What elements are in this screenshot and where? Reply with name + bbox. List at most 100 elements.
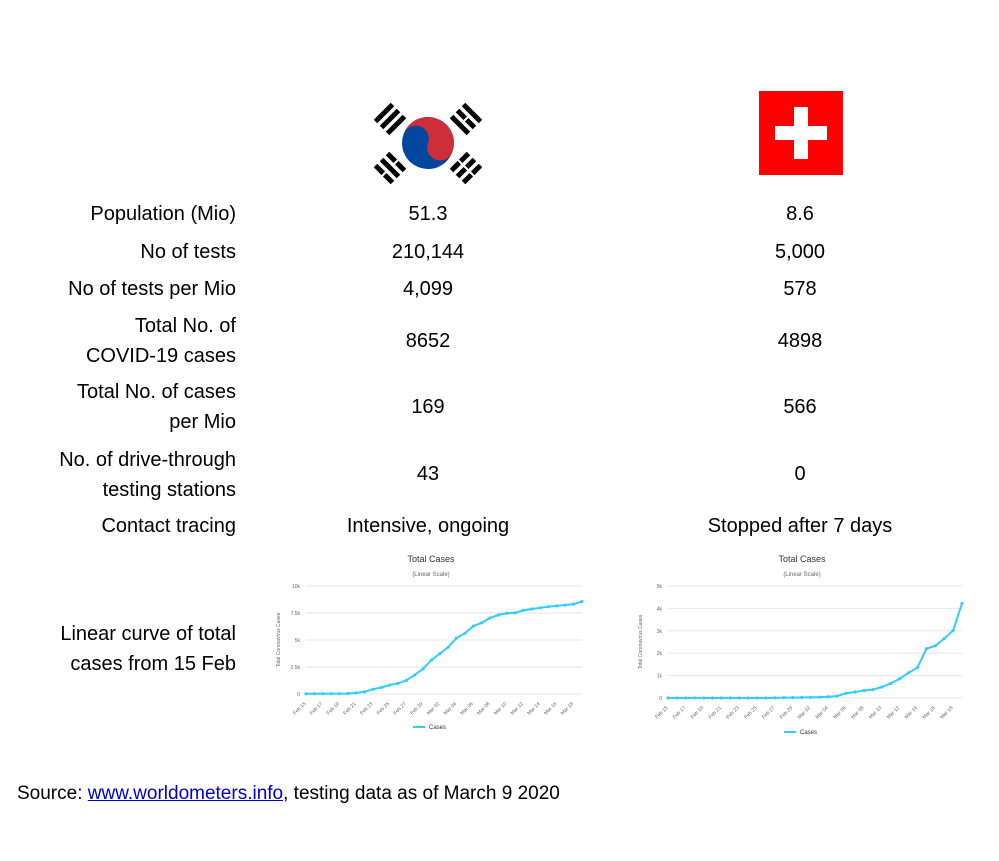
chart-data-point <box>404 678 408 682</box>
chart-data-point <box>346 691 350 696</box>
chart-x-tick-label: Mar 14 <box>526 701 541 716</box>
chart-data-point <box>906 671 911 675</box>
south-korea-flag-icon <box>373 102 483 185</box>
chart-x-tick-label: Mar 06 <box>459 701 474 716</box>
row-label-tests-per-mio: No of tests per Mio <box>68 278 236 300</box>
chart-x-tick-label: Feb 25 <box>743 705 758 720</box>
chart-x-tick-label: Mar 12 <box>510 701 525 716</box>
chart-data-point <box>719 696 724 700</box>
chart-data-point <box>817 695 822 699</box>
chart-x-tick-label: Mar 10 <box>493 701 508 716</box>
chart-data-point <box>933 644 937 648</box>
chart-x-tick-label: Mar 18 <box>560 701 575 716</box>
chart-y-tick-label: 0 <box>659 696 662 702</box>
chart-data-point <box>871 688 875 692</box>
chart-data-point <box>505 611 509 615</box>
chart-data-point <box>463 631 467 635</box>
chart-x-tick-label: Feb 27 <box>761 705 776 720</box>
korea-drive-through: 43 <box>416 463 440 485</box>
chart-y-axis-label: Total Coronavirus Cases <box>276 612 282 667</box>
chart-title: Total Cases <box>407 554 455 564</box>
row-label-population: Population (Mio) <box>90 203 236 225</box>
switzerland-contact-tracing: Stopped after 7 days <box>707 515 893 537</box>
row-label-total-cases: Total No. of COVID-19 cases <box>86 311 236 371</box>
chart-x-tick-label: Mar 08 <box>850 705 865 720</box>
chart-data-point <box>438 652 442 656</box>
chart-data-point <box>889 681 893 686</box>
chart-x-tick-label: Feb 19 <box>690 705 705 720</box>
chart-data-point <box>354 691 358 695</box>
chart-data-point <box>371 687 375 691</box>
korea-contact-tracing: Intensive, ongoing <box>346 515 510 537</box>
chart-data-point <box>737 696 741 700</box>
chart-subtitle: (Linear Scale) <box>412 572 449 578</box>
chart-x-tick-label: Mar 02 <box>426 701 441 716</box>
chart-data-point <box>684 696 688 700</box>
chart-data-point <box>513 611 517 615</box>
chart-data-point <box>853 690 857 694</box>
chart-data-point <box>755 696 759 700</box>
korea-tests: 210,144 <box>391 241 465 263</box>
row-label-drive-through-line2: testing stations <box>102 479 236 501</box>
chart-data-point <box>538 606 542 610</box>
chart-data-point <box>572 602 576 606</box>
row-label-tests: No of tests <box>140 241 236 263</box>
chart-x-tick-label: Feb 23 <box>725 705 740 720</box>
chart-data-point <box>454 636 459 640</box>
chart-data-point <box>362 690 367 694</box>
chart-data-point <box>826 695 830 699</box>
chart-y-tick-label: 5k <box>657 584 663 590</box>
row-label-cases-per-mio-line1: Total No. of cases <box>77 381 236 403</box>
chart-x-tick-label: Feb 17 <box>309 701 324 716</box>
chart-y-tick-label: 10k <box>292 584 301 590</box>
chart-data-point <box>496 613 500 617</box>
chart-data-point <box>480 621 484 625</box>
chart-data-point <box>862 688 866 693</box>
chart-y-tick-label: 1k <box>657 674 663 680</box>
switzerland-cases-per-mio: 566 <box>783 396 817 418</box>
switzerland-total-cases-chart: Total Cases (Linear Scale) 0 1k 2k 3k 4k 5k Tota… <box>638 554 964 736</box>
chart-x-tick-label: Feb 15 <box>654 705 669 720</box>
row-label-total-cases-line1: Total No. of <box>134 315 236 337</box>
chart-data-point <box>321 692 325 696</box>
chart-data-point <box>388 683 392 687</box>
chart-x-tick-label: Mar 02 <box>797 705 812 720</box>
chart-x-tick-label: Feb 21 <box>708 705 723 720</box>
chart-data-point <box>446 645 450 649</box>
chart-subtitle: (Linear Scale) <box>783 572 820 578</box>
row-label-total-cases-line2: COVID-19 cases <box>85 345 236 367</box>
chart-series-line <box>668 603 963 699</box>
chart-x-tick-label: Mar 12 <box>886 705 901 720</box>
chart-data-point <box>396 681 400 686</box>
switzerland-population: 8.6 <box>786 203 814 225</box>
chart-data-point <box>844 691 848 695</box>
chart-data-point <box>312 692 316 696</box>
chart-data-point <box>915 665 920 670</box>
chart-data-point <box>702 696 706 700</box>
chart-data-point <box>563 603 567 607</box>
source-prefix: Source: <box>17 783 88 804</box>
switzerland-total-cases: 4898 <box>777 330 823 352</box>
row-label-linear-curve: Linear curve of total cases from 15 Feb <box>60 619 236 679</box>
korea-total-cases-chart: Total Cases (Linear Scale) 0 2.5k 5k 7.5k 10k T… <box>276 554 584 731</box>
chart-y-tick-label: 5k <box>295 638 301 644</box>
chart-x-tick-label: Feb 23 <box>359 701 374 716</box>
chart-data-point <box>675 696 679 700</box>
chart-x-tick-label: Feb 21 <box>342 701 357 716</box>
chart-x-tick-label: Mar 04 <box>443 701 458 716</box>
row-label-cases-per-mio: Total No. of cases per Mio <box>77 377 236 437</box>
chart-x-tick-label: Mar 08 <box>476 701 491 716</box>
chart-y-tick-label: 0 <box>297 692 300 698</box>
row-label-linear-curve-line1: Linear curve of total <box>60 623 236 645</box>
chart-x-tick-label: Feb 29 <box>779 705 794 720</box>
source-link[interactable]: www.worldometers.info <box>87 783 284 804</box>
chart-data-point <box>808 695 813 699</box>
chart-data-point <box>666 696 670 700</box>
switzerland-drive-through: 0 <box>794 463 806 485</box>
chart-data-point <box>421 667 425 671</box>
chart-x-tick-label: Feb 25 <box>376 701 391 716</box>
chart-y-tick-label: 7.5k <box>291 611 301 617</box>
chart-data-point <box>791 695 795 700</box>
switzerland-tests-per-mio: 578 <box>783 278 817 300</box>
chart-x-tick-label: Mar 16 <box>543 701 558 716</box>
